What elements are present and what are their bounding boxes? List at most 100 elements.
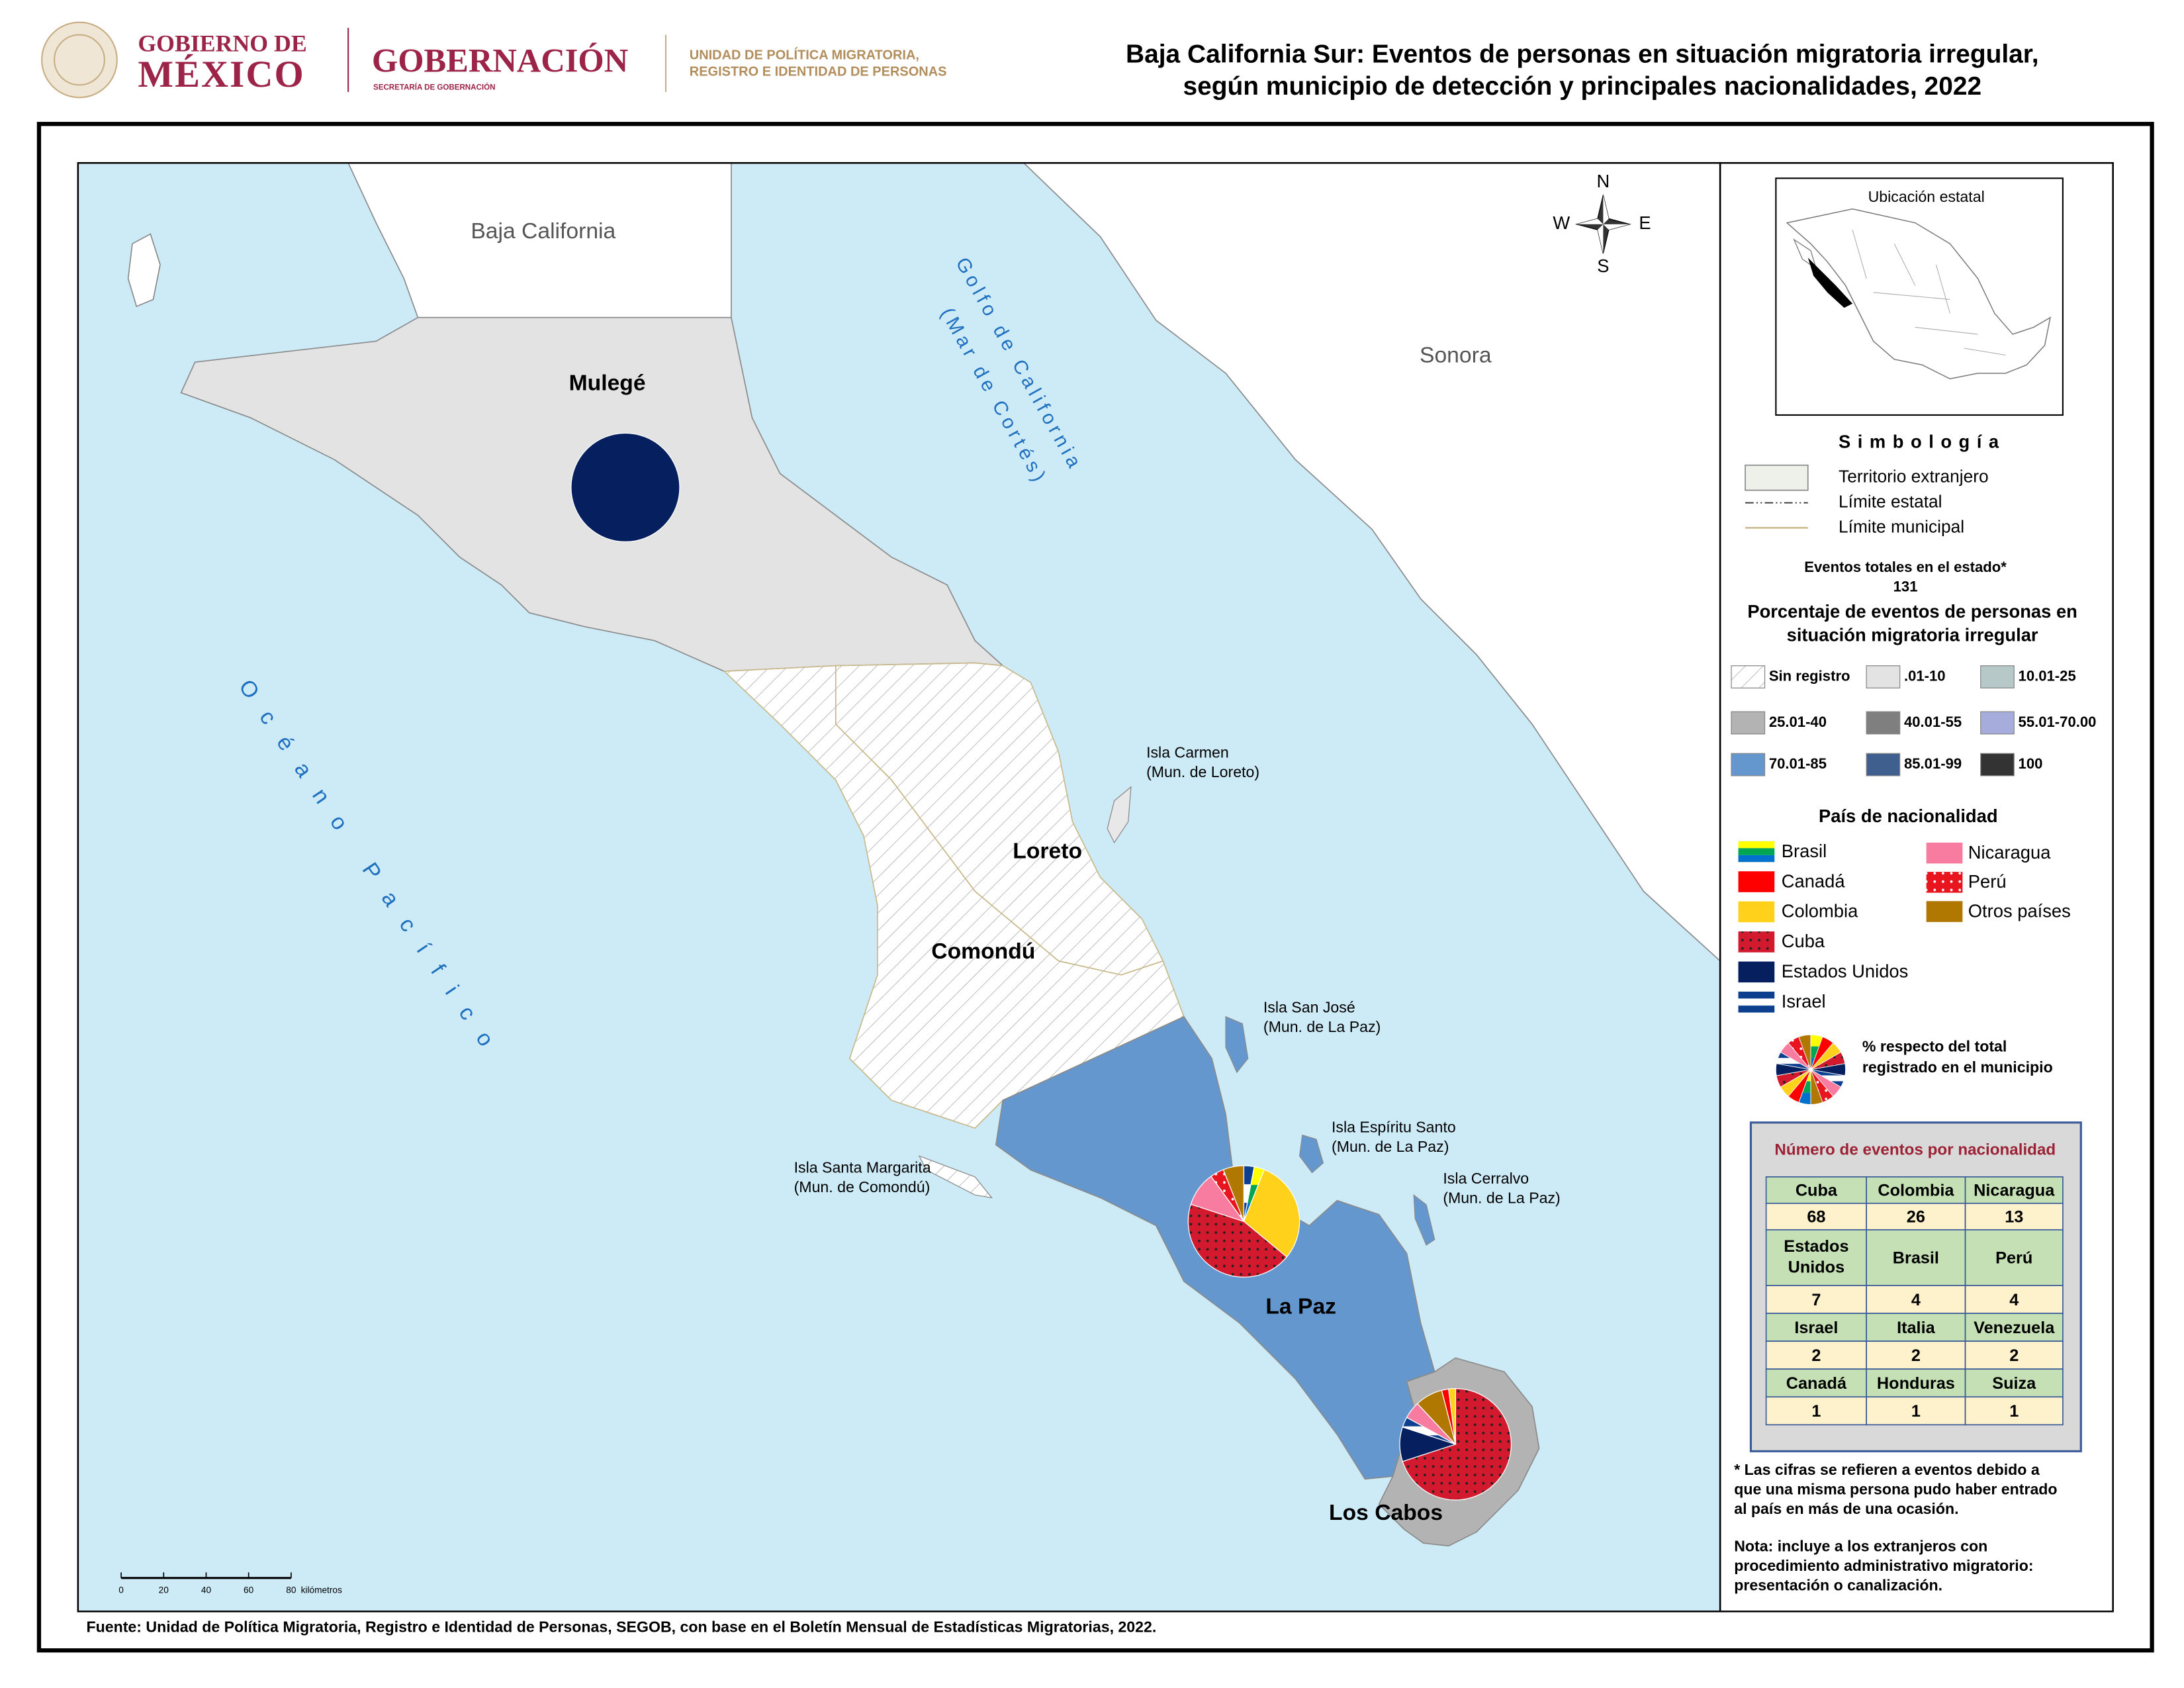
table-value-cell	[1765, 1285, 1867, 1314]
island-name: Isla Carmen	[1146, 743, 1229, 761]
legend-title: Simbología	[1839, 431, 2006, 451]
class-swatch	[1731, 711, 1766, 735]
table-cell-text: 4	[2009, 1291, 2019, 1309]
table-cell-text: Nicaragua	[1974, 1182, 2055, 1200]
scale-tick-label: 80	[286, 1585, 296, 1595]
class-swatch	[1731, 753, 1766, 776]
table-cell-text: Estados	[1784, 1237, 1848, 1256]
island-municipality: (Mun. de La Paz)	[1263, 1018, 1381, 1035]
island-municipality: (Mun. de La Paz)	[1332, 1138, 1449, 1155]
nationality-label: Estados Unidos	[1782, 961, 1909, 982]
table-title: Número de eventos por nacionalidad	[1774, 1141, 2056, 1158]
municipality-label: Comondú	[931, 939, 1035, 964]
nationality-swatch	[1926, 842, 1963, 864]
class-swatch	[1980, 665, 2015, 688]
region-label: Baja California	[471, 219, 615, 244]
nationality-swatch	[1738, 961, 1775, 983]
municipality-label: La Paz	[1265, 1295, 1336, 1319]
total-value: 131	[1893, 579, 1918, 595]
pie-slice	[1243, 1169, 1300, 1258]
class-swatch	[1731, 665, 1766, 688]
gov-bottom: MÉXICO	[138, 54, 304, 95]
table-value-cell	[1964, 1285, 2064, 1314]
header: GOBIERNO DE MÉXICO GOBERNACIÓN SECRETARÍ…	[41, 21, 2039, 101]
nationality-title: País de nacionalidad	[1819, 806, 1998, 826]
title-line: según municipio de detección y principal…	[1183, 72, 1981, 101]
class-label: 85.01-99	[1904, 755, 1962, 772]
table-header-cell	[1964, 1176, 2064, 1204]
class-label: 55.01-70.00	[2019, 714, 2097, 730]
table-cell-text: Venezuela	[1974, 1319, 2055, 1337]
table-cell-text: Italia	[1897, 1319, 1936, 1337]
class-label: 100	[2019, 755, 2043, 772]
table-cell-text: Colombia	[1878, 1182, 1954, 1200]
scale-tick-label: 0	[118, 1585, 124, 1595]
table-cell-text: 2	[1911, 1346, 1921, 1365]
table-value-cell	[1866, 1340, 1966, 1370]
scale-unit: kilómetros	[301, 1585, 342, 1595]
class-swatch	[1866, 711, 1901, 735]
gov-top: GOBIERNO DE	[138, 30, 306, 57]
class-swatch	[1980, 753, 2015, 776]
class-swatch	[1980, 711, 2015, 735]
class-label: Sin registro	[1769, 667, 1850, 684]
compass-rose-light	[1576, 195, 1630, 254]
symbol-label: Límite estatal	[1839, 491, 1942, 511]
table-header-cell	[1866, 1229, 1966, 1286]
island	[1298, 1134, 1324, 1174]
island	[1225, 1015, 1249, 1074]
symbol-foreign	[1745, 464, 1809, 491]
compass-w: W	[1553, 212, 1570, 233]
island-name: Isla San José	[1263, 998, 1355, 1015]
island	[1413, 1194, 1435, 1246]
class-label: 70.01-85	[1769, 755, 1827, 772]
note-line: Nota: incluye a los extranjeros con	[1734, 1538, 1987, 1555]
island-municipality: (Mun. de Comondú)	[794, 1178, 931, 1196]
scale-tick-label: 60	[244, 1585, 254, 1595]
nationality-swatch	[1738, 841, 1775, 863]
table-cell-text: 2	[1811, 1346, 1821, 1365]
table-cell-text: Canadá	[1786, 1374, 1847, 1393]
inset-title: Ubicación estatal	[1868, 188, 1985, 205]
municipality-label: Los Cabos	[1329, 1501, 1443, 1525]
nationality-swatch	[1738, 992, 1775, 1013]
table-cell-text: 2	[2009, 1346, 2019, 1365]
nationality-label: Israel	[1782, 991, 1826, 1011]
table-value-cell	[1964, 1340, 2064, 1370]
source: Fuente: Unidad de Política Migratoria, R…	[86, 1618, 1156, 1636]
table-header-cell	[1866, 1368, 1966, 1398]
pie-note: % respecto del total	[1862, 1037, 2007, 1055]
emblem	[41, 21, 118, 99]
legend-pie-icon	[1798, 1034, 1811, 1070]
island-municipality: (Mun. de La Paz)	[1443, 1190, 1560, 1207]
class-label: .01-10	[1904, 667, 1946, 684]
table-cell-text: Suiza	[1992, 1374, 2036, 1393]
nationality-label: Perú	[1968, 871, 2007, 892]
ministry-sub: SECRETARÍA DE GOBERNACIÓN	[373, 83, 495, 92]
island-foreign	[127, 233, 161, 308]
pie-slice	[1448, 1388, 1456, 1444]
sonora-land	[1023, 163, 1721, 962]
nationality-label: Cuba	[1782, 931, 1825, 951]
inset-state-lines	[1852, 230, 2006, 356]
table-value-cell	[1765, 1202, 1867, 1231]
table-cell-text: Honduras	[1877, 1374, 1955, 1393]
nationality-label: Canadá	[1782, 870, 1846, 891]
note-line: al país en más de una ocasión.	[1734, 1500, 1958, 1517]
note-line: que una misma persona pudo haber entrado	[1734, 1480, 2057, 1497]
table-cell-text: Israel	[1794, 1319, 1838, 1337]
pie-slice	[570, 432, 680, 543]
island-municipality: (Mun. de Loreto)	[1146, 763, 1259, 780]
table-cell-text: Cuba	[1796, 1182, 1838, 1200]
class-label: 10.01-25	[2019, 667, 2076, 684]
table-cell-text: 1	[1811, 1402, 1821, 1421]
compass-s: S	[1597, 256, 1609, 276]
nationality-swatch	[1738, 871, 1775, 892]
compass-n: N	[1597, 171, 1610, 191]
table-value-cell	[1866, 1396, 1966, 1426]
table-cell-text: 7	[1811, 1291, 1821, 1309]
pie-slice	[1222, 1165, 1245, 1222]
